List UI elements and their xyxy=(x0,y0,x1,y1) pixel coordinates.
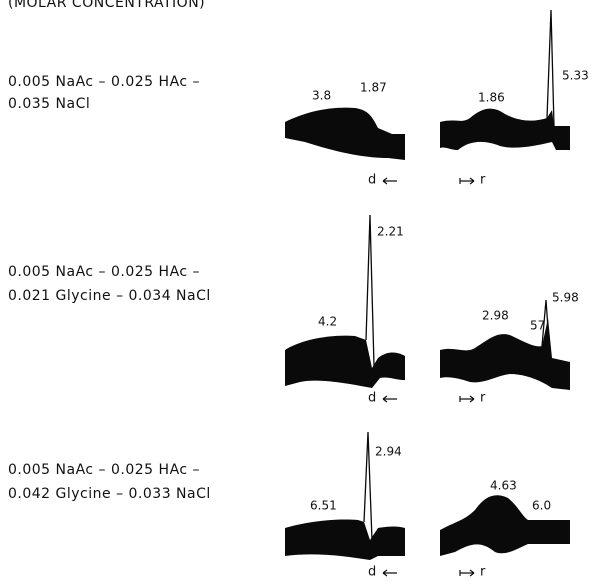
arrow xyxy=(460,396,474,402)
peak-spike xyxy=(366,215,374,366)
peak-label: 6.0 xyxy=(532,499,551,513)
direction-label: d xyxy=(368,391,376,406)
peak-spike xyxy=(547,10,554,126)
peak-label: 1.87 xyxy=(360,81,387,95)
header: (MOLAR CONCENTRATION) xyxy=(8,0,205,11)
arrow xyxy=(460,178,474,184)
peak-label: 1.86 xyxy=(478,91,505,105)
pattern xyxy=(285,336,405,388)
arrow xyxy=(383,570,397,576)
peak-label: 5.33 xyxy=(562,69,589,83)
pattern xyxy=(440,109,570,150)
peak-label: 6.51 xyxy=(310,499,337,513)
buffer-line: 0.005 NaAc – 0.025 HAc – xyxy=(8,264,200,280)
peak-label: 4.2 xyxy=(318,315,337,329)
peak-label: 2.98 xyxy=(482,309,509,323)
peak-label: 2.94 xyxy=(375,445,402,459)
peak-label: 57 xyxy=(530,319,545,333)
direction-label: r xyxy=(480,173,486,188)
peak-label: 2.21 xyxy=(377,225,404,239)
direction-label: d xyxy=(368,173,376,188)
direction-label: d xyxy=(368,565,376,580)
figure: (MOLAR CONCENTRATION) 0.005 NaAc – 0.025… xyxy=(0,0,598,585)
buffer-line: 0.021 Glycine – 0.034 NaCl xyxy=(8,288,211,304)
pattern xyxy=(440,318,570,390)
direction-label: r xyxy=(480,391,486,406)
peak-label: 3.8 xyxy=(312,89,331,103)
peak-label: 5.98 xyxy=(552,291,579,305)
pattern xyxy=(285,519,405,560)
buffer-line: 0.042 Glycine – 0.033 NaCl xyxy=(8,486,211,502)
pattern xyxy=(285,108,405,160)
arrow xyxy=(383,178,397,184)
arrow xyxy=(460,570,474,576)
arrow xyxy=(383,396,397,402)
buffer-line: 0.005 NaAc – 0.025 HAc – xyxy=(8,74,200,90)
buffer-line: 0.005 NaAc – 0.025 HAc – xyxy=(8,462,200,478)
peak-label: 4.63 xyxy=(490,479,517,493)
direction-label: r xyxy=(480,565,486,580)
buffer-line: 0.035 NaCl xyxy=(8,96,90,112)
peak-spike xyxy=(364,432,372,540)
